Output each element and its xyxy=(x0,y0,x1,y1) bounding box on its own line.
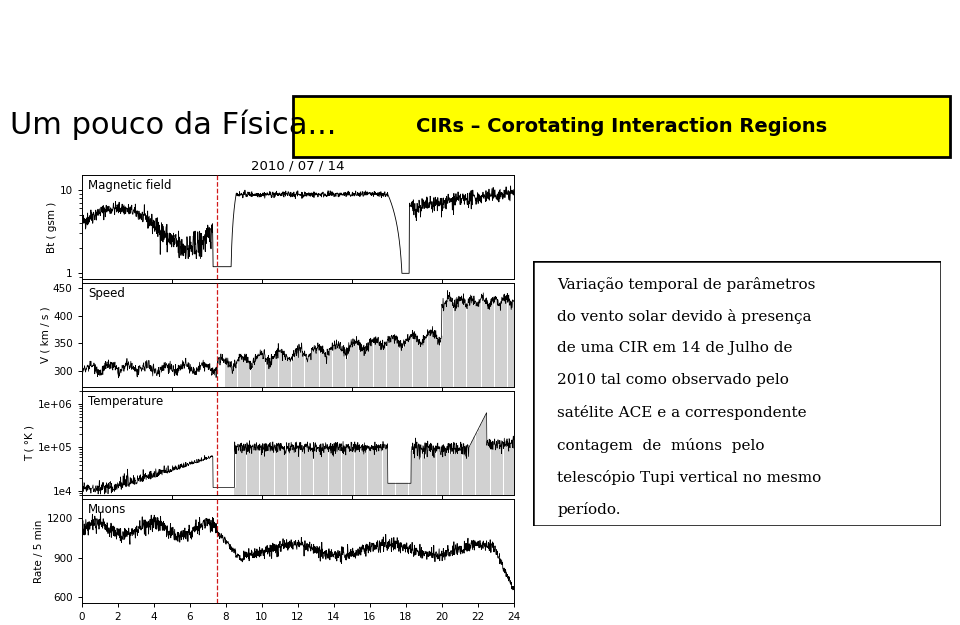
Text: 2010 tal como observado pelo: 2010 tal como observado pelo xyxy=(558,373,789,387)
Text: de uma CIR em 14 de Julho de: de uma CIR em 14 de Julho de xyxy=(558,341,793,355)
Y-axis label: T ( °K ): T ( °K ) xyxy=(25,425,36,461)
Text: Um pouco da Física...: Um pouco da Física... xyxy=(10,110,336,141)
Y-axis label: Bt ( gsm ): Bt ( gsm ) xyxy=(47,201,57,252)
Text: Muons: Muons xyxy=(88,503,127,516)
FancyBboxPatch shape xyxy=(533,261,941,526)
Text: DETECÇÃO E ESTUDO DE EVENTOS SOLARES TRANSIENTES: DETECÇÃO E ESTUDO DE EVENTOS SOLARES TRA… xyxy=(171,22,789,44)
FancyBboxPatch shape xyxy=(293,96,950,158)
Text: Speed: Speed xyxy=(88,287,125,300)
Text: CIRs – Corotating Interaction Regions: CIRs – Corotating Interaction Regions xyxy=(416,117,828,136)
Y-axis label: V ( km / s ): V ( km / s ) xyxy=(40,307,50,363)
Text: contagem  de  múons  pelo: contagem de múons pelo xyxy=(558,438,765,452)
Text: E VARIAÇÃO CLIMÁTICA: E VARIAÇÃO CLIMÁTICA xyxy=(357,54,603,76)
Text: Variação temporal de parâmetros: Variação temporal de parâmetros xyxy=(558,276,816,291)
Text: Temperature: Temperature xyxy=(88,395,163,408)
Title: 2010 / 07 / 14: 2010 / 07 / 14 xyxy=(251,159,345,172)
Text: período.: período. xyxy=(558,502,621,517)
Y-axis label: Rate / 5 min: Rate / 5 min xyxy=(34,519,43,582)
Text: do vento solar devido à presença: do vento solar devido à presença xyxy=(558,309,812,324)
Text: Magnetic field: Magnetic field xyxy=(88,179,172,192)
Text: telescópio Tupi vertical no mesmo: telescópio Tupi vertical no mesmo xyxy=(558,470,822,485)
Text: satélite ACE e a correspondente: satélite ACE e a correspondente xyxy=(558,406,807,421)
